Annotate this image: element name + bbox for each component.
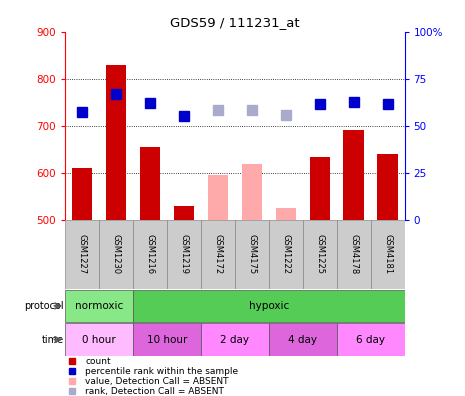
Bar	[208, 175, 228, 220]
Bar	[201, 220, 235, 289]
Text: time: time	[41, 335, 63, 345]
Bar	[242, 164, 262, 220]
Bar	[337, 324, 405, 356]
Bar	[303, 220, 337, 289]
Text: value, Detection Call = ABSENT: value, Detection Call = ABSENT	[86, 377, 229, 386]
Text: GSM1227: GSM1227	[78, 234, 86, 274]
Text: 0 hour: 0 hour	[82, 335, 116, 345]
Text: GSM1219: GSM1219	[179, 234, 188, 274]
Bar	[65, 324, 133, 356]
Text: normoxic: normoxic	[75, 301, 123, 311]
Text: GSM4175: GSM4175	[247, 234, 256, 274]
Text: percentile rank within the sample: percentile rank within the sample	[86, 367, 239, 376]
Text: GSM1216: GSM1216	[146, 234, 154, 274]
Bar	[276, 208, 296, 220]
Title: GDS59 / 111231_at: GDS59 / 111231_at	[170, 16, 299, 29]
Text: GSM1222: GSM1222	[281, 234, 290, 274]
Bar	[72, 168, 92, 220]
Text: GSM4172: GSM4172	[213, 234, 222, 274]
Bar	[133, 324, 201, 356]
Text: 4 day: 4 day	[288, 335, 317, 345]
Text: GSM4178: GSM4178	[349, 234, 358, 274]
Text: hypoxic: hypoxic	[249, 301, 289, 311]
Bar	[99, 220, 133, 289]
Text: 6 day: 6 day	[356, 335, 385, 345]
Text: rank, Detection Call = ABSENT: rank, Detection Call = ABSENT	[86, 386, 224, 396]
Bar	[235, 220, 269, 289]
Bar	[174, 206, 194, 220]
Text: GSM1225: GSM1225	[315, 234, 324, 274]
Bar	[269, 220, 303, 289]
Bar	[133, 290, 405, 322]
Bar	[133, 220, 167, 289]
Bar	[344, 130, 364, 220]
Bar	[269, 324, 337, 356]
Bar	[201, 324, 269, 356]
Bar	[140, 147, 160, 220]
Bar	[167, 220, 201, 289]
Bar	[378, 154, 398, 220]
Bar	[310, 157, 330, 220]
Text: 2 day: 2 day	[220, 335, 249, 345]
Text: protocol: protocol	[24, 301, 63, 311]
Bar	[371, 220, 405, 289]
Bar	[106, 65, 126, 220]
Bar	[337, 220, 371, 289]
Text: GSM1230: GSM1230	[112, 234, 120, 274]
Text: 10 hour: 10 hour	[147, 335, 187, 345]
Text: GSM4181: GSM4181	[383, 234, 392, 274]
Bar	[65, 290, 133, 322]
Text: count: count	[86, 357, 111, 366]
Bar	[65, 220, 99, 289]
